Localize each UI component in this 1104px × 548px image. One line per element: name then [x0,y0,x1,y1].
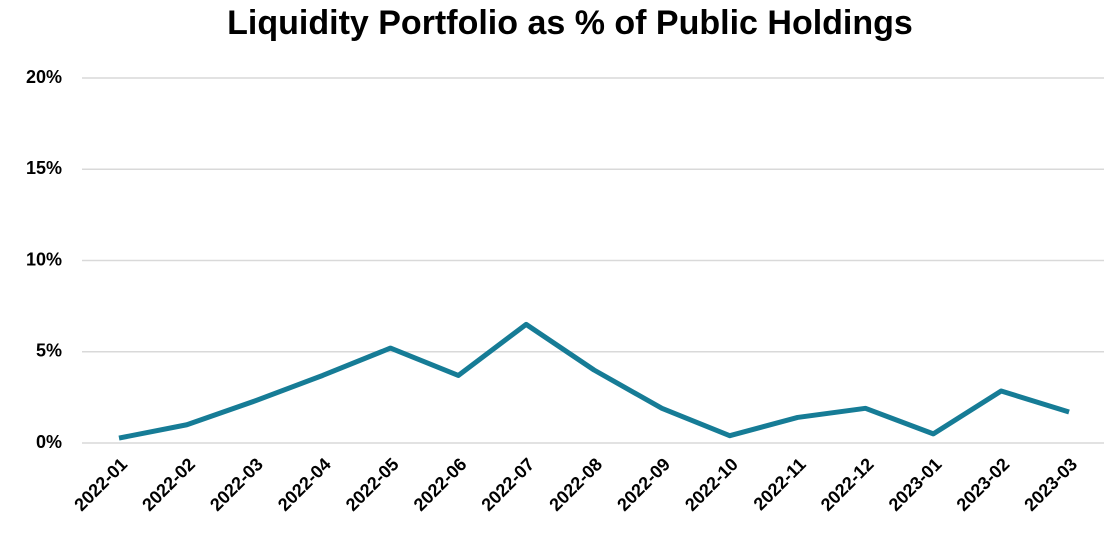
x-tick-label: 2022-09 [613,454,674,515]
y-tick-label: 0% [36,432,62,452]
x-tick-label: 2023-02 [953,454,1014,515]
x-tick-label: 2023-01 [885,454,946,515]
x-tick-label: 2023-03 [1020,454,1081,515]
line [118,321,1070,441]
x-tick-label: 2022-07 [477,454,538,515]
x-tick-label: 2022-02 [138,454,199,515]
x-tick-label: 2022-12 [817,454,878,515]
x-tick-label: 2022-10 [681,454,742,515]
x-tick-label: 2022-06 [410,454,471,515]
x-tick-label: 2022-11 [750,454,810,514]
y-tick-label: 15% [26,158,62,178]
y-tick-label: 20% [26,67,62,87]
chart-title: Liquidity Portfolio as % of Public Holdi… [227,4,913,42]
y-tick-label: 5% [36,341,62,361]
x-tick-label: 2022-04 [274,454,335,515]
x-tick-label: 2022-03 [206,454,267,515]
x-tick-label: 2022-08 [545,454,606,515]
y-tick-label: 10% [26,249,62,269]
x-tick-label: 2022-05 [342,454,403,515]
x-tick-label: 2022-01 [70,454,131,515]
